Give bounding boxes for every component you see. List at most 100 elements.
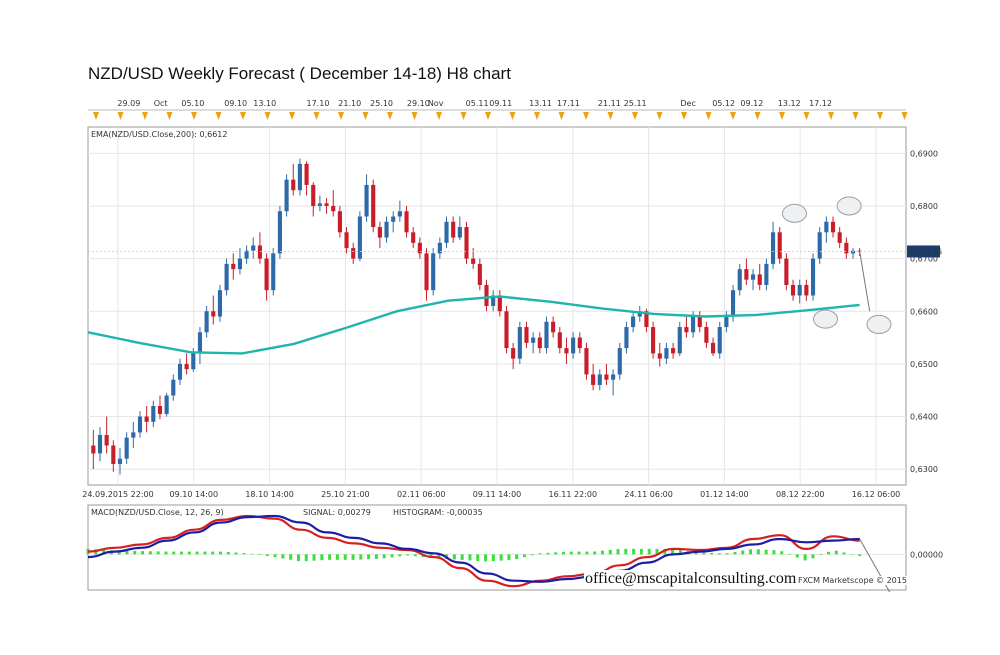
annotation-ellipse <box>866 314 892 334</box>
candle-body <box>211 311 216 317</box>
event-marker-icon <box>705 112 712 120</box>
candle-body <box>171 379 176 396</box>
candle-body <box>304 163 309 185</box>
histogram-bar <box>515 554 519 560</box>
candle-body <box>151 406 156 422</box>
event-marker-icon <box>632 112 638 120</box>
event-marker-icon <box>93 112 99 120</box>
candle-body <box>244 250 249 259</box>
y-tick-label: 0,6800 <box>910 202 938 211</box>
candle-body <box>777 232 782 259</box>
histogram-bar <box>273 554 277 558</box>
top-axis-label: 17.12 <box>809 99 832 108</box>
candle-body <box>357 216 362 259</box>
event-marker-icon <box>313 112 320 120</box>
candle-body <box>504 311 509 349</box>
histogram-bar <box>717 553 721 555</box>
event-marker-icon <box>681 112 687 120</box>
candle-body <box>837 232 842 243</box>
candle-body <box>477 263 482 285</box>
top-axis-label: 29.10 <box>407 99 430 108</box>
histogram-bar <box>257 554 261 555</box>
event-marker-icon <box>436 112 442 120</box>
candle-body <box>817 232 822 259</box>
candle-body <box>850 250 856 254</box>
event-marker-icon <box>362 112 369 120</box>
candle-body <box>271 253 276 291</box>
histogram-bar <box>632 548 636 555</box>
histogram-bar <box>647 548 651 555</box>
histogram-bar <box>702 552 706 555</box>
candle-body <box>711 342 716 354</box>
event-marker-icon <box>607 112 614 120</box>
candle-body <box>184 363 189 370</box>
candle-body <box>844 242 849 254</box>
histogram-bar <box>749 549 753 555</box>
candle-body <box>297 163 302 191</box>
candle-body <box>537 337 542 349</box>
candle-body <box>604 374 609 380</box>
candle-body <box>664 348 669 359</box>
candle-body <box>237 258 243 270</box>
histogram-bar <box>491 554 495 562</box>
top-axis-label: 13.11 <box>529 99 552 108</box>
annotation-ellipse <box>782 203 808 223</box>
candle-body <box>617 348 622 375</box>
histogram-bar <box>374 554 378 559</box>
footer-email: office@mscapitalconsulting.com <box>584 570 798 588</box>
candle-body <box>677 327 682 354</box>
top-axis-label: 17.10 <box>307 99 330 108</box>
candle-body <box>591 374 596 385</box>
event-marker-icon <box>240 112 246 120</box>
candle-body <box>371 184 376 228</box>
candle-body <box>717 327 722 354</box>
histogram-bar <box>756 549 760 555</box>
candle-body <box>231 263 236 270</box>
last-price-tag <box>907 245 940 258</box>
candle-body <box>750 274 756 280</box>
histogram-bar <box>593 551 597 555</box>
event-marker-icon <box>460 112 467 120</box>
candle-body <box>177 363 183 380</box>
event-marker-icon <box>338 112 344 120</box>
candle-body <box>511 348 516 359</box>
event-marker-icon <box>411 112 418 120</box>
event-marker-icon <box>730 112 736 120</box>
histogram-bar <box>265 554 269 557</box>
histogram-bar <box>577 551 581 555</box>
ema-line <box>87 295 860 355</box>
event-marker-icon <box>803 112 810 120</box>
histogram-bar <box>741 550 745 555</box>
candle-body <box>584 348 589 375</box>
top-axis-label: Nov <box>428 99 444 108</box>
histogram-bar <box>156 551 160 555</box>
histogram-legend-label: HISTOGRAM: -0,00035 <box>393 508 483 517</box>
histogram-bar <box>437 554 441 559</box>
candle-body <box>197 332 203 354</box>
candle-body <box>857 250 862 252</box>
candle-body <box>437 242 442 254</box>
candle-body <box>637 311 642 317</box>
candle-body <box>264 258 269 291</box>
histogram-bar <box>195 551 199 555</box>
candle-body <box>830 221 836 233</box>
candle-body <box>411 232 416 243</box>
histogram-bar <box>819 554 823 556</box>
histogram-bar <box>226 552 230 555</box>
histogram-bar <box>842 552 846 555</box>
histogram-bar <box>296 554 300 562</box>
candle-body <box>651 327 656 354</box>
candle-body <box>671 348 676 354</box>
candle-body <box>810 258 816 296</box>
event-marker-icon <box>509 112 516 120</box>
candle-body <box>531 337 536 343</box>
histogram-bar <box>367 554 371 560</box>
candle-body <box>257 245 262 259</box>
candle-body <box>451 221 456 238</box>
histogram-bar <box>530 554 534 556</box>
top-axis-label: 13.12 <box>778 99 801 108</box>
histogram-bar <box>655 548 659 555</box>
histogram-bar <box>639 548 643 555</box>
candle-body <box>111 445 116 464</box>
